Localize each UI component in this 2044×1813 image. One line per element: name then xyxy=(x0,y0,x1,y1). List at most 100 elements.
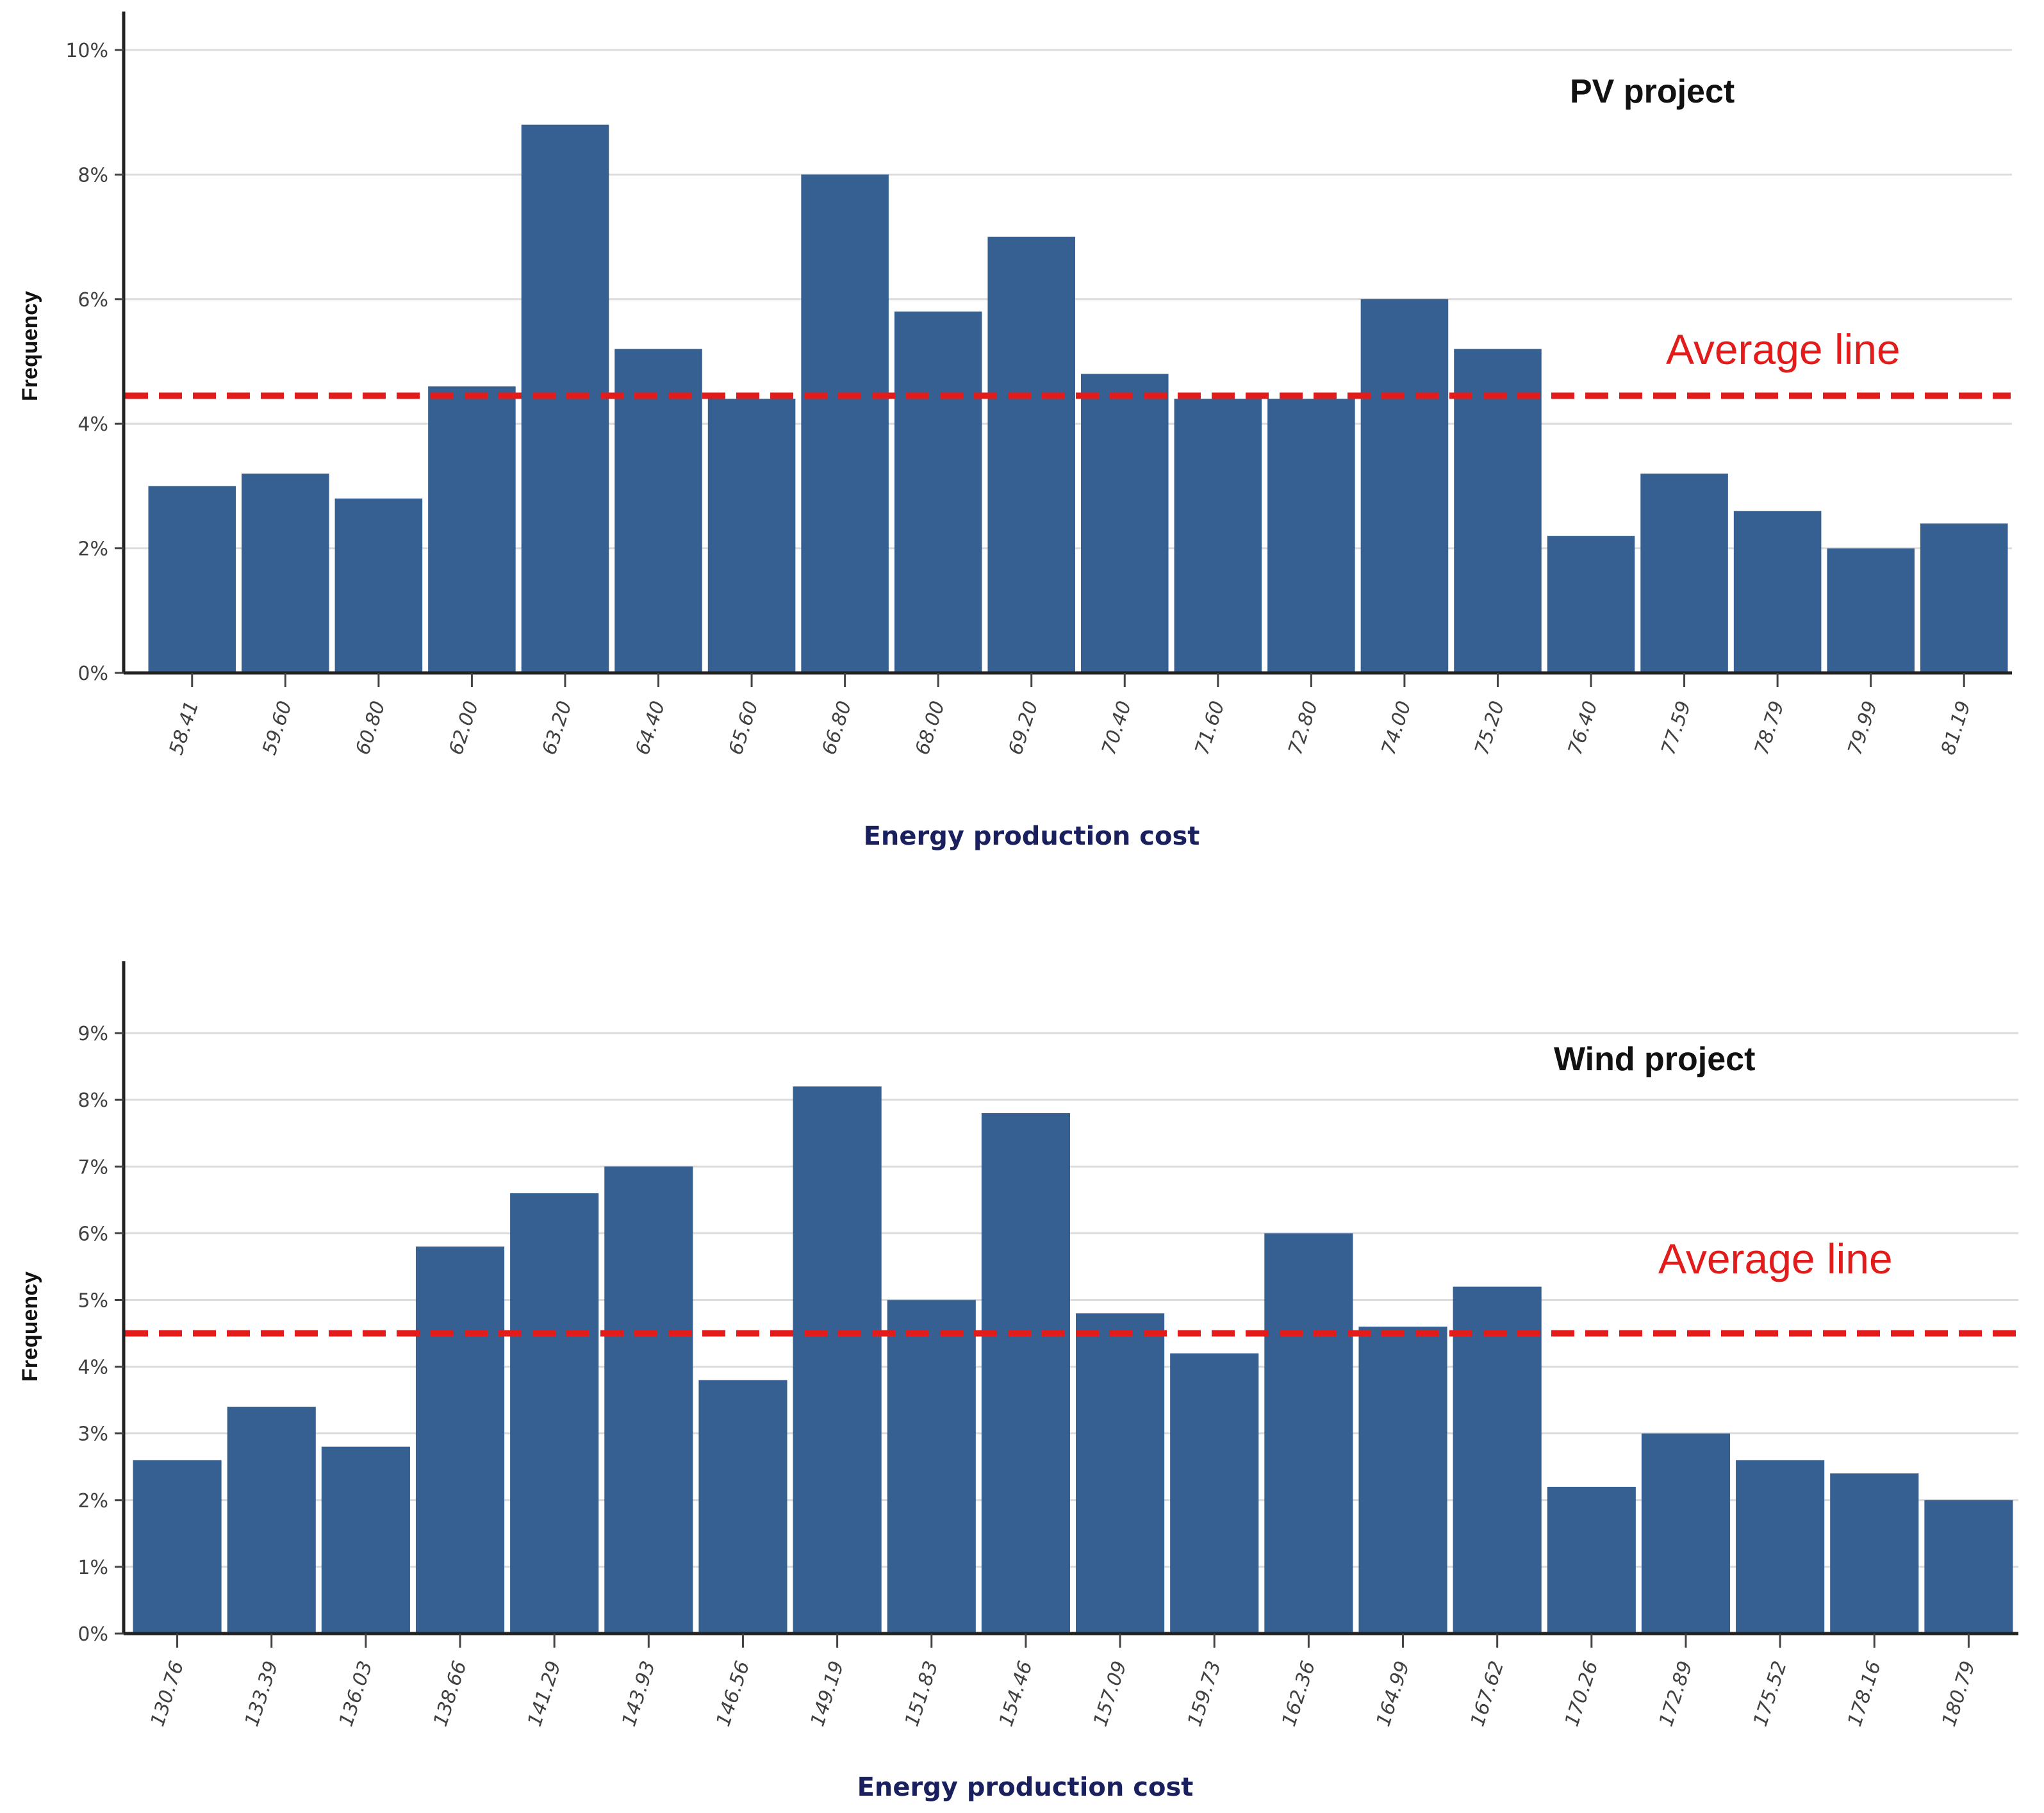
x-tick-label: 162.36 xyxy=(1278,1659,1320,1730)
average-line-label: Average line xyxy=(1658,1235,1893,1282)
bar-136.03 xyxy=(321,1446,410,1634)
y-tick-label: 6% xyxy=(78,289,108,311)
y-tick-label: 7% xyxy=(78,1156,108,1179)
x-tick-label: 133.39 xyxy=(241,1659,283,1730)
bar-77.59 xyxy=(1640,473,1728,673)
x-tick-label: 172.89 xyxy=(1655,1659,1697,1730)
y-tick-label: 8% xyxy=(78,1089,108,1112)
bar-81.19 xyxy=(1920,523,2008,673)
x-tick-label: 77.59 xyxy=(1657,699,1695,758)
bar-162.36 xyxy=(1264,1233,1353,1634)
x-tick-label: 66.80 xyxy=(818,699,856,758)
bar-72.80 xyxy=(1267,399,1355,673)
x-axis-label: Energy production cost xyxy=(864,822,1200,851)
x-tick-label: 141.29 xyxy=(523,1659,566,1730)
chart-title: Wind project xyxy=(1554,1041,1755,1078)
y-tick-label: 6% xyxy=(78,1223,108,1245)
bar-60.80 xyxy=(334,498,423,673)
bar-70.40 xyxy=(1081,374,1169,673)
bar-143.93 xyxy=(604,1166,693,1634)
x-tick-label: 159.73 xyxy=(1183,1659,1226,1730)
x-tick-label: 79.99 xyxy=(1843,699,1882,758)
y-axis-label: Frequency xyxy=(18,291,42,401)
x-tick-label: 164.99 xyxy=(1372,1659,1414,1730)
x-tick-label: 81.19 xyxy=(1937,699,1975,758)
bar-64.40 xyxy=(614,349,702,673)
average-line-label: Average line xyxy=(1666,326,1900,373)
y-tick-label: 8% xyxy=(78,164,108,186)
bar-170.26 xyxy=(1547,1486,1636,1634)
bar-79.99 xyxy=(1827,548,1915,673)
x-tick-label: 167.62 xyxy=(1467,1659,1509,1730)
x-tick-label: 180.79 xyxy=(1938,1659,1980,1730)
bar-149.19 xyxy=(793,1086,882,1634)
bar-74.00 xyxy=(1360,299,1449,673)
bar-59.60 xyxy=(242,473,329,673)
pv-histogram-chart: 0% 2% 4% 6% 8% 10% 58.41 59.60 60.80 62.00 63.20 6… xyxy=(18,12,2012,851)
y-tick-label: 10% xyxy=(65,40,108,62)
x-tick-label: 143.93 xyxy=(618,1659,660,1730)
x-tick-label: 136.03 xyxy=(335,1659,377,1730)
x-tick-label: 76.40 xyxy=(1564,699,1603,758)
y-tick-label: 4% xyxy=(78,1357,108,1379)
bar-167.62 xyxy=(1453,1286,1542,1634)
bar-65.60 xyxy=(707,399,796,673)
x-tick-label: 65.60 xyxy=(725,699,763,758)
chart-title: PV project xyxy=(1570,73,1735,110)
y-tick-label: 3% xyxy=(78,1423,108,1446)
bar-151.83 xyxy=(887,1300,976,1634)
x-tick-label: 62.00 xyxy=(445,699,483,758)
bar-172.89 xyxy=(1641,1433,1731,1634)
bar-76.40 xyxy=(1547,536,1635,673)
bar-133.39 xyxy=(227,1407,316,1634)
bar-175.52 xyxy=(1736,1460,1825,1634)
bar-141.29 xyxy=(510,1193,599,1634)
bar-178.16 xyxy=(1830,1473,1919,1634)
x-tick-label: 59.60 xyxy=(258,699,297,758)
x-tick-label: 78.79 xyxy=(1751,699,1789,758)
x-tick-label: 70.40 xyxy=(1098,699,1136,758)
wind-histogram-chart: 0% 1% 2% 3% 4% 5% 6% 7% 8% 9% 130.76 133.39 136.03 1… xyxy=(18,961,2018,1802)
x-axis-label: Energy production cost xyxy=(857,1773,1194,1802)
bar-66.80 xyxy=(801,174,889,673)
y-tick-label: 4% xyxy=(78,413,108,436)
bar-159.73 xyxy=(1170,1353,1259,1634)
y-tick-label: 2% xyxy=(78,538,108,561)
bar-71.60 xyxy=(1174,399,1262,673)
y-axis-label: Frequency xyxy=(18,1271,42,1382)
bar-138.66 xyxy=(415,1246,505,1634)
x-tick-label: 75.20 xyxy=(1471,699,1509,758)
bar-69.20 xyxy=(987,236,1075,674)
y-tick-label: 9% xyxy=(78,1023,108,1045)
x-tick-label: 149.19 xyxy=(807,1659,849,1730)
bar-68.00 xyxy=(894,311,982,673)
x-tick-label: 74.00 xyxy=(1378,699,1416,758)
x-tick-label: 175.52 xyxy=(1749,1659,1792,1730)
x-tick-label: 157.09 xyxy=(1089,1659,1132,1730)
bar-58.41 xyxy=(148,486,236,673)
x-tick-label: 138.66 xyxy=(429,1659,472,1730)
bar-62.00 xyxy=(428,386,516,673)
bar-146.56 xyxy=(698,1380,787,1634)
x-tick-label: 170.26 xyxy=(1561,1659,1603,1730)
y-tick-label: 0% xyxy=(78,1623,108,1646)
x-tick-label: 130.76 xyxy=(146,1659,188,1730)
x-tick-label: 58.41 xyxy=(165,699,204,758)
x-tick-label: 154.46 xyxy=(995,1659,1037,1730)
bar-78.79 xyxy=(1733,511,1822,673)
x-tick-label: 64.40 xyxy=(631,699,670,758)
x-tick-label: 71.60 xyxy=(1191,699,1230,758)
x-tick-label: 63.20 xyxy=(538,699,577,758)
bar-180.79 xyxy=(1924,1500,2013,1634)
x-tick-label: 151.83 xyxy=(901,1659,943,1730)
bar-157.09 xyxy=(1076,1313,1165,1634)
bar-154.46 xyxy=(981,1113,1070,1634)
y-tick-label: 0% xyxy=(78,663,108,685)
x-tick-label: 146.56 xyxy=(712,1659,754,1730)
y-tick-label: 5% xyxy=(78,1289,108,1312)
bar-75.20 xyxy=(1454,349,1542,673)
x-tick-label: 60.80 xyxy=(352,699,390,758)
x-tick-label: 72.80 xyxy=(1284,699,1323,758)
x-tick-label: 68.00 xyxy=(911,699,950,758)
